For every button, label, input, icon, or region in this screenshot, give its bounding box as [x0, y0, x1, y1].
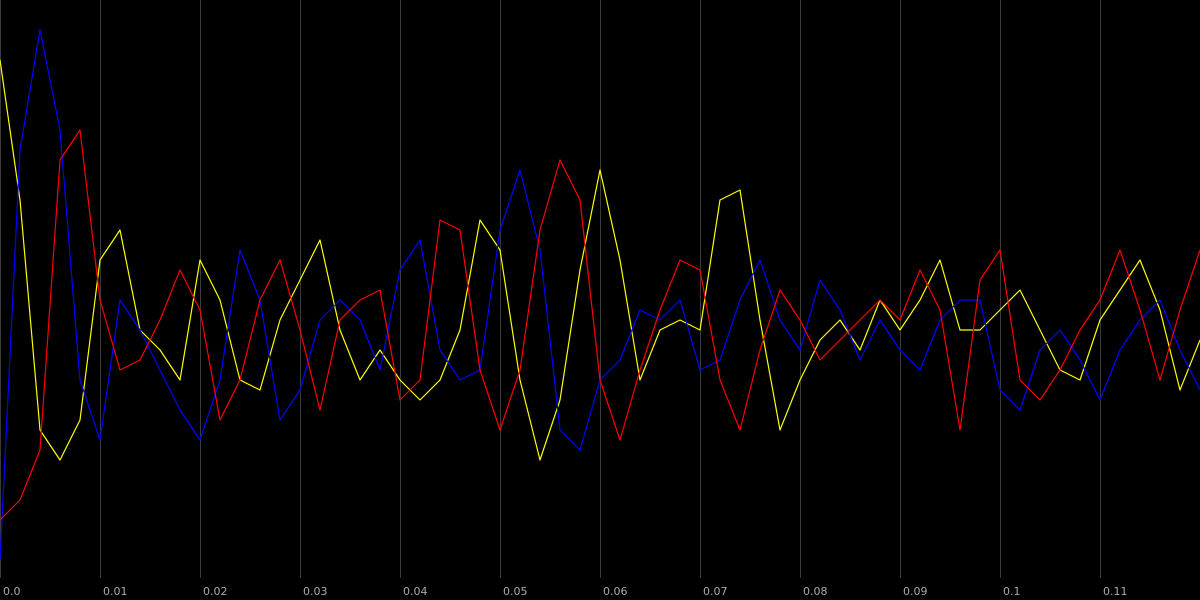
x-tick-label: 0.1 [1003, 585, 1021, 598]
x-tick-label: 0.08 [803, 585, 828, 598]
x-tick-label: 0.04 [403, 585, 428, 598]
x-tick-label: 0.09 [903, 585, 928, 598]
x-tick-label: 0.05 [503, 585, 528, 598]
x-tick-label: 0.03 [303, 585, 328, 598]
x-tick-label: 0.02 [203, 585, 228, 598]
x-tick-label: 0.11 [1103, 585, 1128, 598]
signal-line [0, 129, 1200, 521]
x-tick-label: 0.0 [3, 585, 21, 598]
signal-line [0, 59, 1200, 461]
x-tick-label: 0.06 [603, 585, 628, 598]
x-tick-label: 0.07 [703, 585, 728, 598]
x-tick-label: 0.01 [103, 585, 128, 598]
